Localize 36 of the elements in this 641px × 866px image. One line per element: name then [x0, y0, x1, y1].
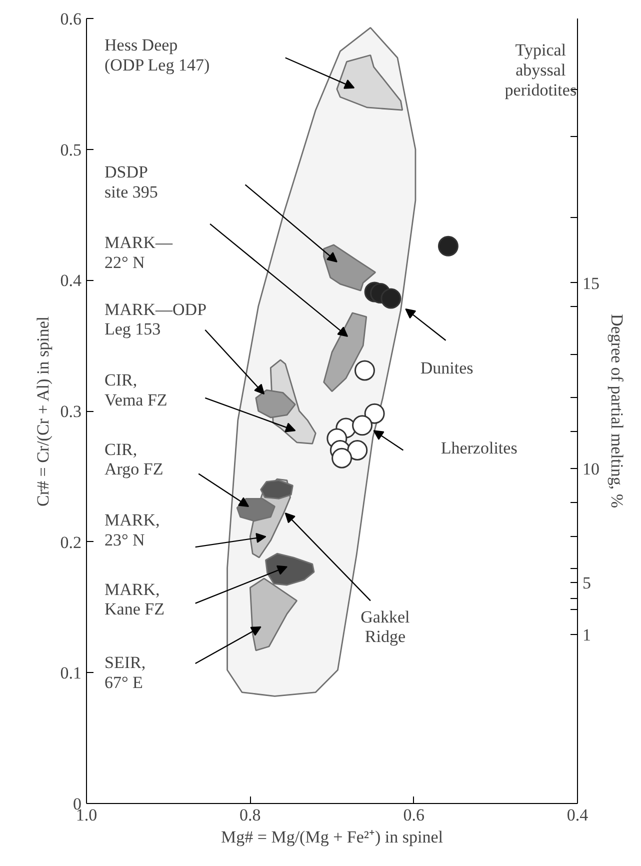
annotation: SEIR, 67° E	[104, 653, 146, 692]
category-label: 15	[582, 274, 600, 293]
point	[380, 288, 402, 309]
point	[364, 403, 385, 424]
y-tick-label: 0.2	[60, 532, 82, 552]
point	[354, 360, 375, 381]
annotation: CIR, Vema FZ	[104, 370, 168, 410]
category-label: 5	[582, 573, 591, 592]
x-tick-label: 0.4	[566, 806, 589, 824]
category-label: 1	[582, 626, 591, 645]
annotation: MARK—ODP Leg 153	[104, 300, 207, 339]
annotation: CIR, Argo FZ	[104, 440, 164, 479]
point	[332, 448, 352, 468]
annotation: Dunites	[420, 358, 474, 378]
annotation: MARK, 23° N	[104, 510, 160, 550]
y-tick-label: 0.1	[60, 664, 82, 683]
annotation: MARK— 22° N	[104, 233, 174, 272]
category-label: 10	[582, 460, 600, 479]
annotation: DSDP site 395	[104, 162, 158, 202]
x-tick-label: 0.8	[240, 806, 261, 824]
annotation: Hess Deep (ODP Leg 147)	[104, 36, 210, 74]
x-axis-title: Mg# = Mg/(Mg + Fe²⁺) in spinel	[221, 828, 444, 846]
point	[438, 236, 458, 256]
y2-axis-title: Degree of partial melting, %	[608, 314, 626, 508]
y-tick-label: 0.4	[60, 271, 82, 290]
point	[352, 415, 373, 436]
y-tick-label: 0.3	[60, 402, 82, 421]
y-tick-label: 0.6	[60, 10, 82, 28]
annotation: Typical abyssal peridotites	[504, 40, 577, 100]
annotation: MARK, Kane FZ	[104, 580, 164, 619]
annotation: Lherzolites	[440, 438, 518, 458]
annotation: Gakkel Ridge	[360, 607, 410, 646]
y-axis-title: Cr# = Cr/(Cr + Al) in spinel	[33, 316, 52, 507]
point	[347, 440, 368, 460]
y-tick-label: 0.5	[60, 140, 82, 160]
x-tick-label: 0.6	[403, 806, 424, 824]
